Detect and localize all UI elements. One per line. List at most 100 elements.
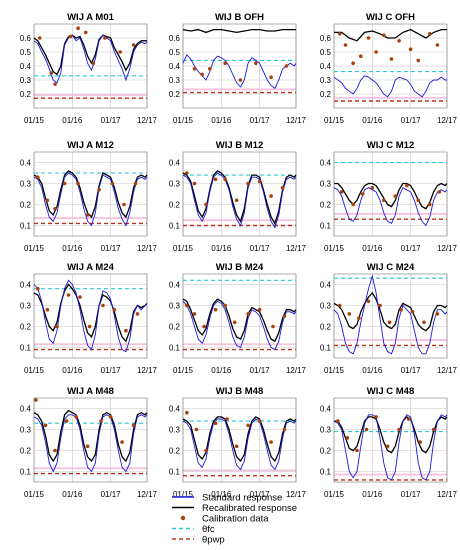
plot-frame (333, 151, 448, 237)
calibration-point (269, 440, 273, 444)
y-tick-label: 0.2 (320, 447, 332, 456)
legend-item: Calibration data (180, 514, 269, 525)
calibration-point (378, 303, 382, 308)
series-recalibrated-line (33, 283, 148, 343)
series-standard-line (333, 187, 448, 227)
y-tick-label: 0.3 (169, 76, 181, 85)
chart-panel: 0.2 0.3 0.4 0.5 0.6 01/15 01/16 01/17 12/17 WIJ C… (320, 12, 458, 125)
panel-title: WIJ A M01 (67, 12, 115, 23)
y-tick-label: 0.2 (169, 90, 181, 99)
y-tick-label: 0.1 (20, 468, 32, 477)
chart-panel: 0.1 0.2 0.3 0.4 01/15 01/16 01/17 12/17 WIJ A M4… (20, 386, 158, 499)
x-tick-label: 01/15 (173, 490, 194, 499)
y-tick-label: 0.3 (320, 426, 332, 435)
calibration-point (374, 415, 378, 419)
series-standard-line (33, 279, 148, 353)
y-tick-label: 0.1 (320, 468, 332, 477)
band-mark (34, 467, 147, 470)
panel-title: WIJ A M24 (67, 262, 115, 273)
y-tick-label: 0.3 (320, 76, 332, 85)
y-tick-label: 0.2 (320, 323, 332, 332)
legend-item: θpwp (172, 535, 225, 546)
y-tick-label: 0.1 (20, 344, 32, 353)
calibration-point (192, 181, 197, 186)
chart-panel: 0.1 0.2 0.3 0.4 01/15 01/16 01/17 12/17 WIJ B M4… (169, 386, 307, 499)
x-tick-label: 12/17 (137, 116, 158, 125)
x-tick-label: 01/16 (62, 366, 83, 375)
calibration-point (282, 427, 287, 432)
plot-frame (182, 397, 297, 483)
calibration-point (404, 183, 409, 188)
y-tick-label: 0.4 (320, 281, 332, 290)
legend-label: Calibration data (202, 514, 269, 525)
y-tick-label: 0.3 (169, 302, 181, 311)
x-tick-label: 01/17 (250, 490, 271, 499)
x-tick-label: 12/17 (286, 366, 307, 375)
calibration-point (257, 307, 262, 312)
calibration-point (234, 198, 239, 203)
x-tick-label: 01/17 (250, 116, 271, 125)
y-tick-label: 0.4 (20, 281, 32, 290)
calibration-point (87, 324, 92, 329)
calibration-point (418, 440, 422, 444)
calibration-point (385, 444, 390, 449)
calibration-point (347, 312, 352, 316)
y-tick-label: 0.1 (320, 222, 332, 231)
calibration-point (43, 423, 48, 428)
calibration-point (135, 312, 140, 316)
calibration-point (223, 177, 227, 182)
y-tick-label: 0.3 (320, 302, 332, 311)
series-standard-line (182, 418, 297, 471)
x-tick-label: 01/15 (24, 116, 45, 125)
chart-panel: 0.1 0.2 0.3 0.4 01/15 01/16 01/17 12/17 WIJ A M1… (20, 140, 158, 253)
calibration-point (389, 57, 394, 61)
panel-title: WIJ C M48 (367, 386, 415, 397)
calibration-point (406, 417, 411, 421)
calibration-point (345, 436, 350, 440)
calibration-point (66, 293, 71, 297)
calibration-point (431, 427, 436, 432)
y-tick-label: 0.6 (169, 34, 181, 43)
calibration-point (387, 320, 392, 325)
y-tick-label: 0.2 (20, 323, 32, 332)
x-tick-label: 01/17 (401, 116, 422, 125)
series-standard-line (33, 34, 148, 84)
series-recalibrated-line (182, 170, 297, 225)
calibration-point (185, 303, 189, 308)
band-mark (334, 96, 447, 99)
x-tick-label: 01/17 (101, 244, 122, 253)
x-tick-label: 01/17 (101, 116, 122, 125)
series-recalibrated-line (182, 298, 297, 343)
series-recalibrated-line (334, 416, 448, 454)
x-tick-label: 01/16 (62, 490, 83, 499)
plot-frame (182, 273, 297, 359)
y-tick-label: 0.2 (320, 201, 332, 210)
calibration-point (366, 299, 371, 304)
series-standard-line (182, 300, 297, 351)
x-tick-label: 01/16 (211, 116, 232, 125)
calibration-point (53, 448, 57, 453)
panel-title: WIJ C OFH (366, 12, 415, 23)
calibration-point (74, 415, 78, 419)
x-tick-label: 01/15 (24, 244, 45, 253)
x-tick-label: 01/16 (362, 116, 383, 125)
calibration-point (370, 185, 375, 190)
x-tick-label: 01/15 (173, 116, 194, 125)
legend-item: Standard response (172, 493, 282, 504)
calibration-point (124, 328, 128, 333)
x-tick-label: 01/15 (173, 366, 194, 375)
x-tick-label: 01/17 (101, 490, 122, 499)
y-tick-label: 0.3 (20, 76, 32, 85)
chart-panel: 0.1 0.2 0.3 0.4 01/15 01/16 01/17 12/17 WIJ B M1… (169, 140, 307, 253)
series-recalibrated-line (33, 409, 148, 463)
calibration-point (34, 398, 38, 402)
legend-label: Recalibrated response (202, 503, 297, 514)
y-tick-label: 0.4 (169, 62, 181, 71)
y-tick-label: 0.4 (20, 62, 32, 71)
y-tick-label: 0.4 (169, 405, 181, 414)
y-tick-label: 0.3 (320, 180, 332, 189)
x-tick-label: 01/15 (324, 116, 345, 125)
calibration-point (393, 194, 398, 198)
chart-panel: 0.1 0.2 0.3 0.4 01/15 01/16 01/17 12/17 WIJ A M2… (20, 262, 158, 375)
band-mark (34, 94, 147, 96)
